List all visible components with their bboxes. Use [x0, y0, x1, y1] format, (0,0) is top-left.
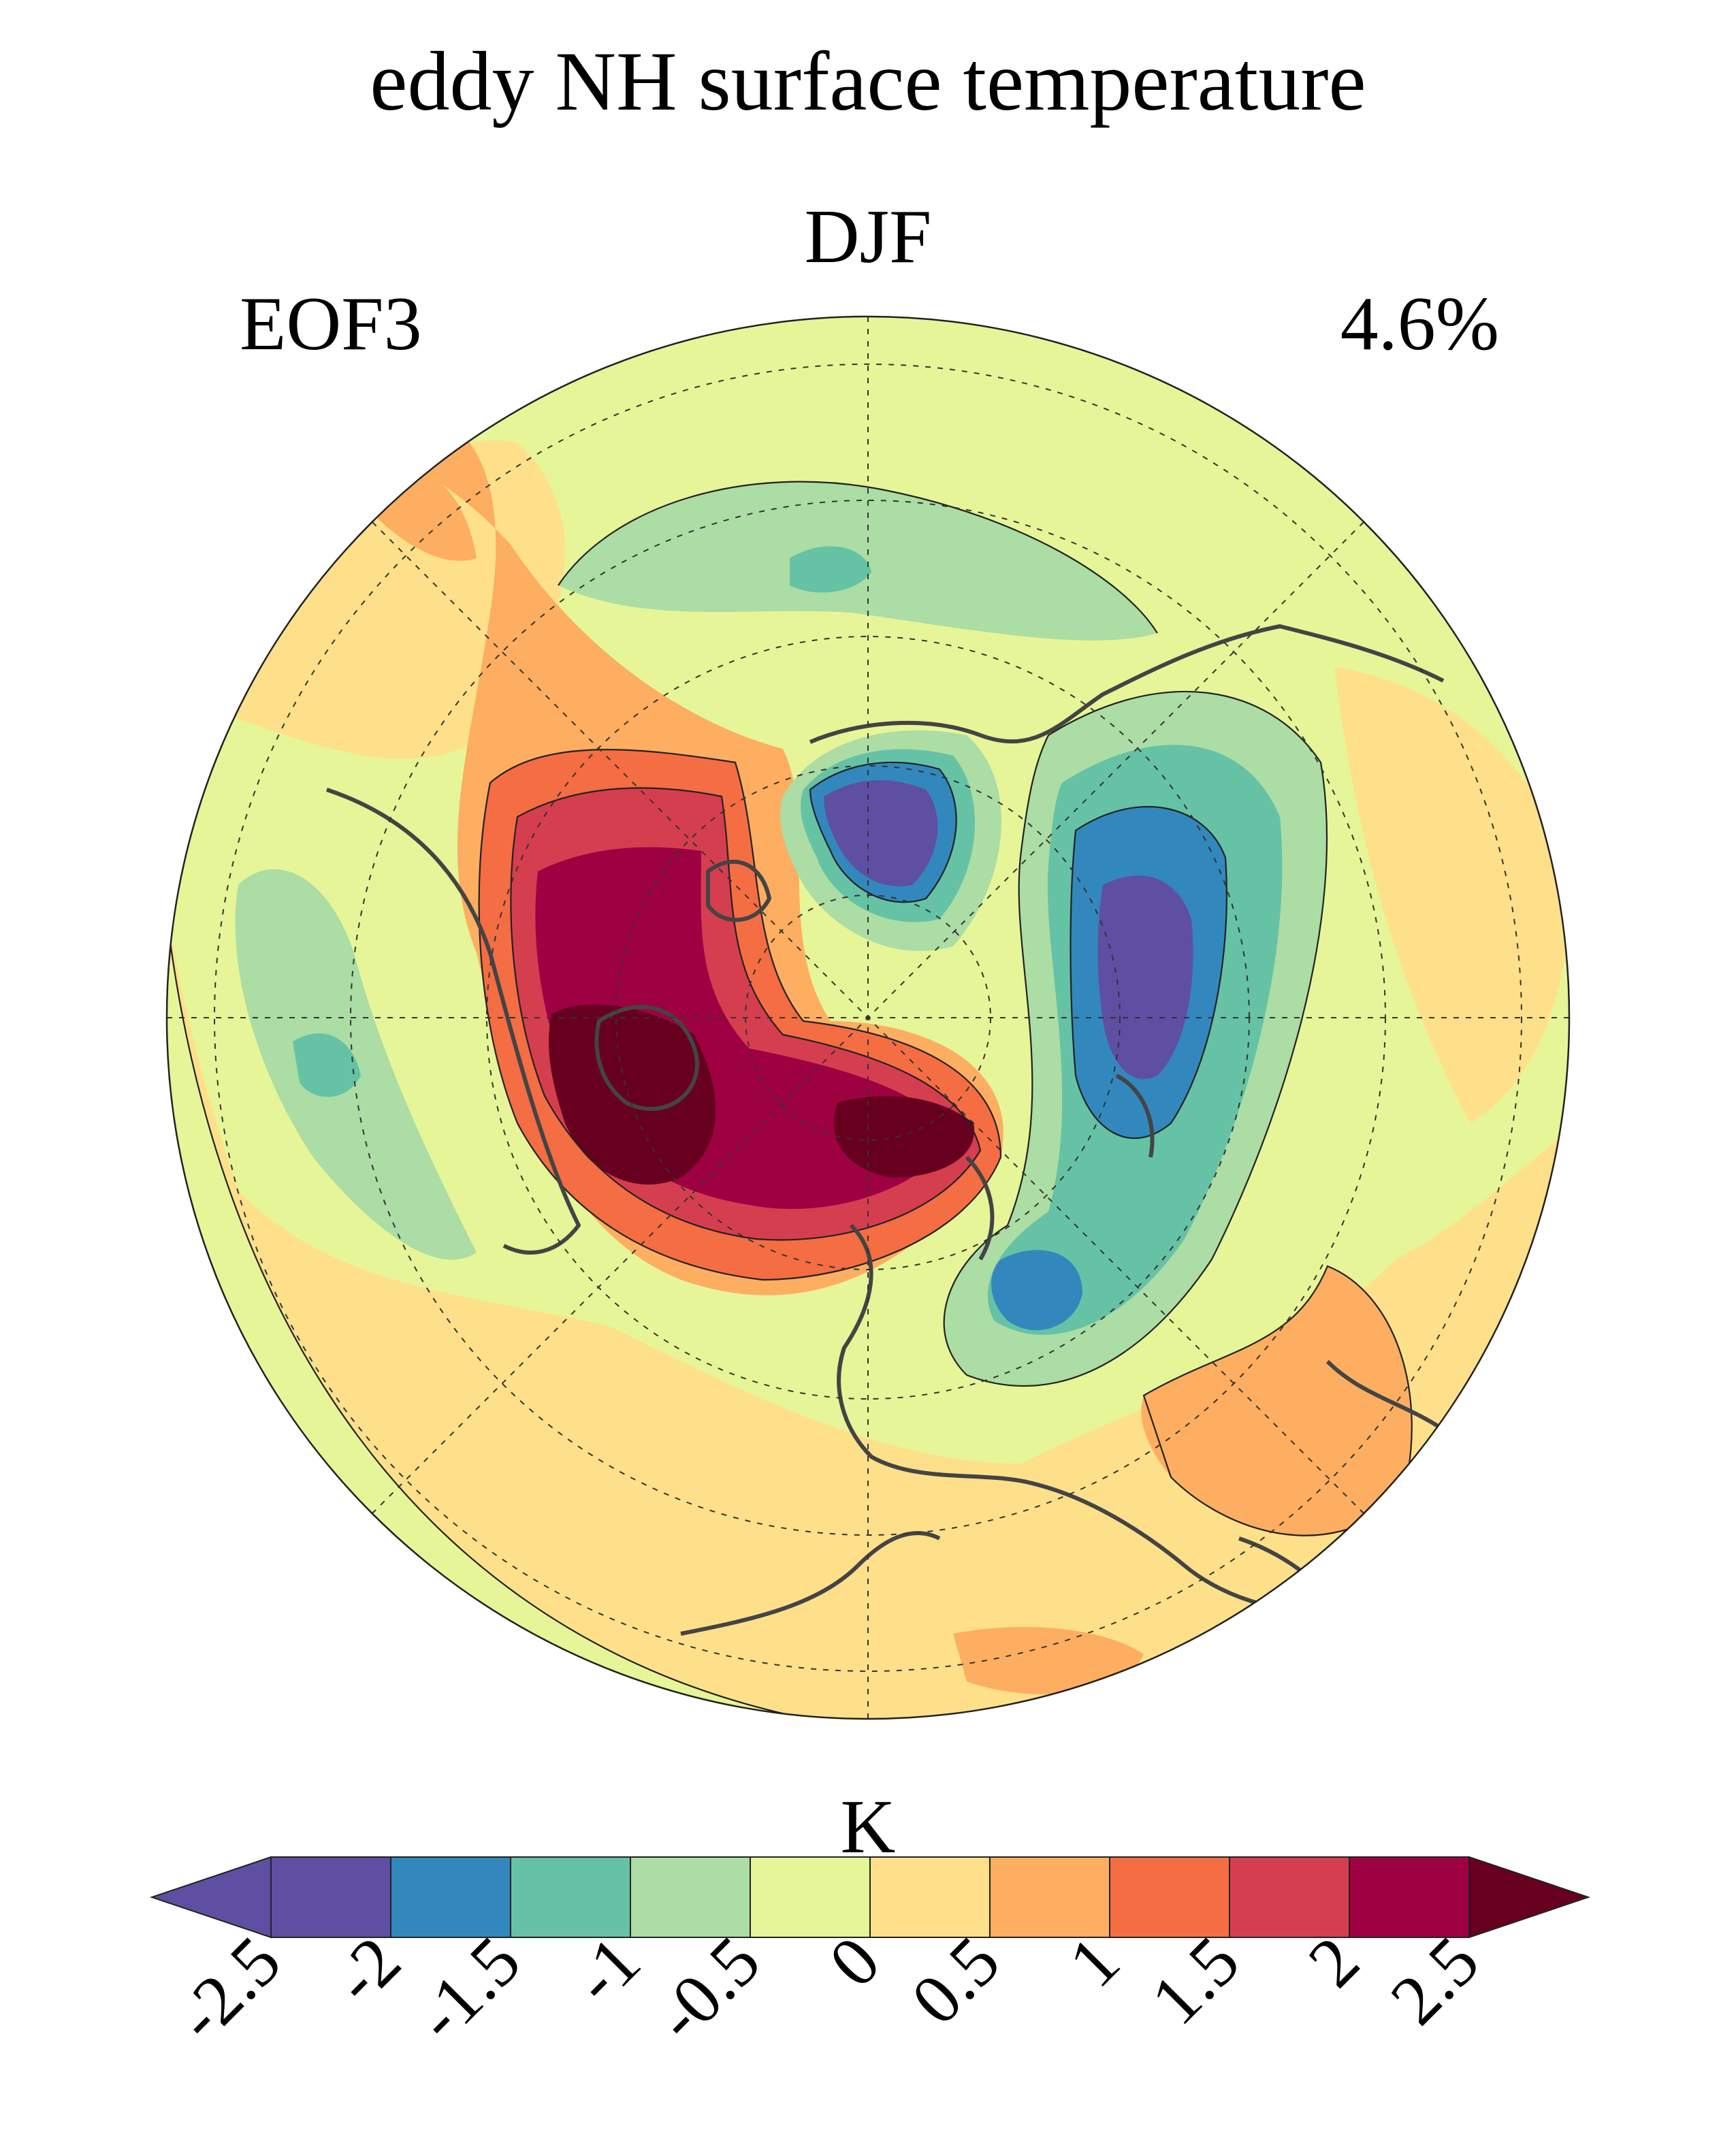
colorbar-extend-under: [149, 1856, 272, 1939]
colorbar-bin-9: [1349, 1856, 1470, 1938]
coastlines: [326, 624, 1445, 1636]
field-africa-0p5: [953, 1627, 1144, 1695]
colorbar-bin-4: [750, 1856, 871, 1938]
field-arc-m2: [1097, 875, 1193, 1080]
colorbar-tick-label: 1.5: [1136, 1922, 1254, 2039]
colorbar-unit-label: K: [840, 1785, 896, 1869]
colorbar-tick-label: -2.5: [161, 1922, 296, 2056]
map-disk: [167, 317, 1569, 1719]
graticule: [167, 317, 1569, 1719]
eof-label: EOF3: [240, 282, 422, 366]
colorbar-bin-3: [630, 1856, 751, 1938]
colorbar-bin-6: [989, 1856, 1110, 1938]
colorbar-bin-0: [270, 1856, 391, 1938]
colorbar-bin-1: [390, 1856, 511, 1938]
field-na-2p5-east: [833, 1096, 975, 1178]
colorbar-tick-label: -1.5: [401, 1922, 536, 2056]
colorbar-bin-7: [1109, 1856, 1230, 1938]
field-sib-m2p5: [824, 780, 938, 886]
colorbar-tick-label: -0.5: [641, 1922, 775, 2056]
colorbar-bin-2: [510, 1856, 631, 1938]
colorbar-tick-label: 0.5: [897, 1922, 1014, 2039]
map-boundary: [165, 315, 1571, 1720]
field-positive-east: [1334, 667, 1569, 1123]
colorbar-bin-8: [1229, 1856, 1350, 1938]
variance-label: 4.6%: [1340, 282, 1499, 366]
field-positive-south: [167, 885, 1569, 1719]
field-me-0p5: [1141, 1266, 1412, 1536]
chart-title: eddy NH surface temperature: [370, 35, 1366, 128]
season-label: DJF: [804, 195, 932, 279]
colorbar-tick-label: 2.5: [1376, 1922, 1494, 2039]
field-west-m1: [293, 1033, 361, 1097]
field-na-2p5: [549, 1004, 716, 1185]
field-npac-m1: [790, 546, 871, 593]
field-eur-m1p5: [991, 1250, 1082, 1331]
colorbar-extend-over: [1468, 1856, 1591, 1939]
colorbar-ticks: -2.5 -2-1.5 -1-0.5 0 0.5 1 1.5 2 2.5: [161, 1922, 1494, 2056]
colorbar-bin-5: [869, 1856, 991, 1938]
colorbar: [149, 1856, 1591, 1939]
